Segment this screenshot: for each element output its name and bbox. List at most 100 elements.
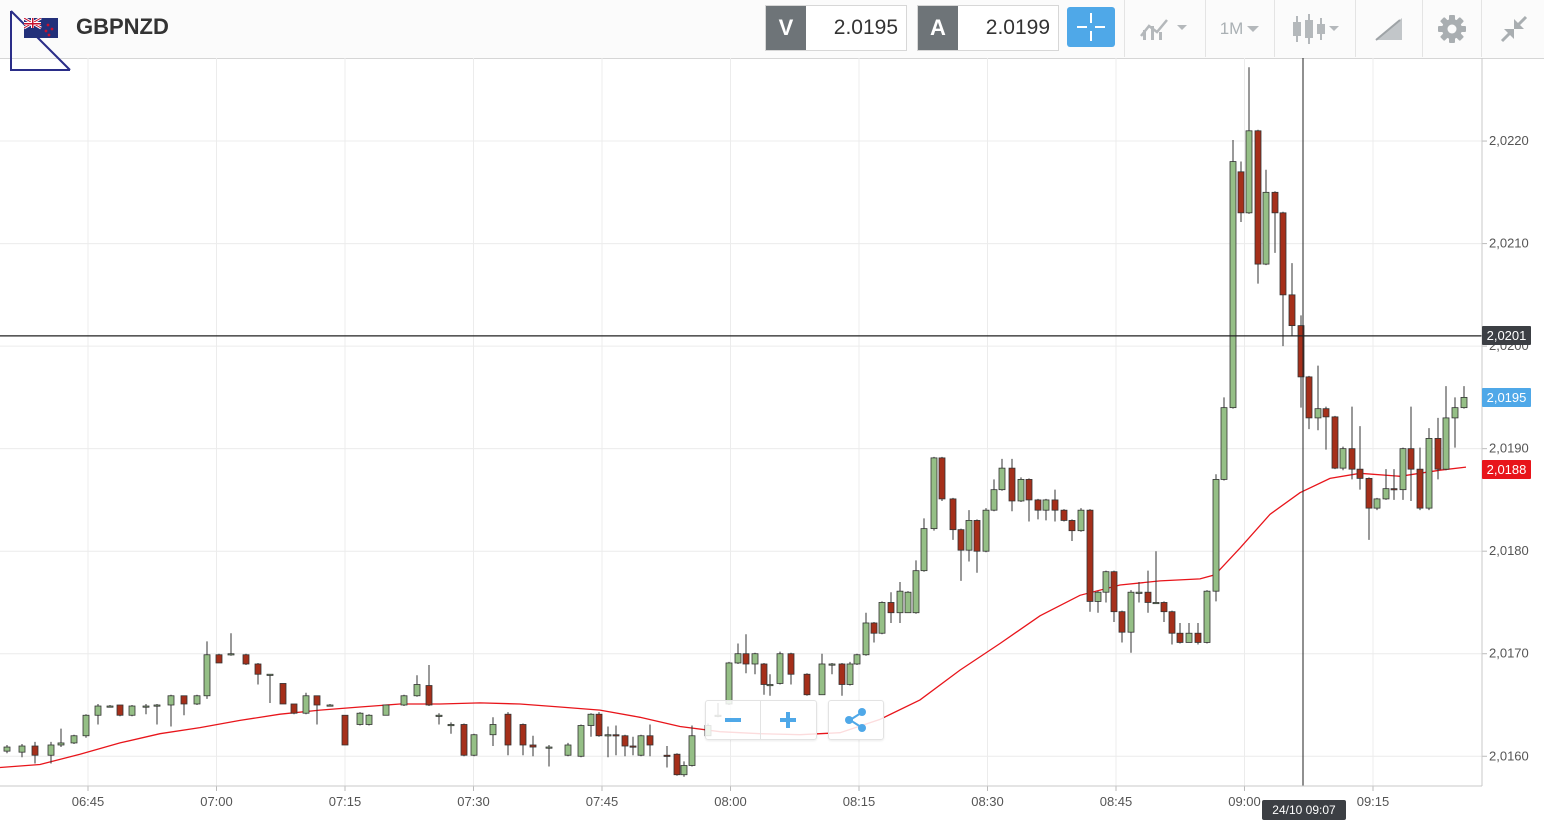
sell-quote-button[interactable]: V 2.0195 <box>765 5 907 51</box>
moving-average-price-tag: 2,0188 <box>1482 459 1531 479</box>
zoom-out-button[interactable] <box>706 701 761 739</box>
bullish-candle <box>326 703 334 707</box>
bearish-candle <box>504 712 512 756</box>
candle-body <box>1288 294 1296 327</box>
bullish-candle <box>413 675 421 697</box>
bullish-candle <box>680 761 688 777</box>
zoom-in-button[interactable] <box>761 701 815 739</box>
bearish-candle <box>887 592 895 623</box>
candle-body <box>734 653 742 664</box>
candle-body <box>1322 408 1330 418</box>
candle-body <box>846 663 854 685</box>
candlestick-chart[interactable]: 2,01602,01702,01802,01902,02002,02102,02… <box>0 58 1544 826</box>
collapse-button[interactable] <box>1481 0 1544 57</box>
candle-body <box>1442 417 1450 470</box>
candle-body <box>365 714 373 725</box>
share-button[interactable] <box>828 700 884 740</box>
candle-body <box>1160 602 1168 613</box>
bullish-candle <box>1460 386 1468 409</box>
bearish-candle <box>1160 601 1168 622</box>
bullish-candle <box>1203 590 1211 644</box>
bearish-candle <box>938 456 946 501</box>
instrument-symbol[interactable]: GBPNZD <box>76 14 169 39</box>
bearish-candle <box>1025 478 1033 522</box>
candle-body <box>1254 130 1262 265</box>
sell-label: V <box>766 6 806 50</box>
bearish-candle <box>290 703 298 715</box>
candle-style-button[interactable] <box>1274 0 1355 57</box>
y-tick-label: 2,0190 <box>1489 441 1529 456</box>
bullish-candle <box>266 673 274 703</box>
bullish-candle <box>766 674 774 696</box>
bearish-candle <box>663 746 671 768</box>
bullish-candle <box>142 703 150 715</box>
bullish-candle <box>167 694 175 727</box>
candle-body <box>153 704 161 707</box>
x-tick-label: 07:00 <box>200 794 233 809</box>
bearish-candle <box>242 653 250 666</box>
y-tick-label: 2,0220 <box>1489 133 1529 148</box>
candle-body <box>1356 468 1364 479</box>
bullish-candle <box>400 694 408 707</box>
bearish-candle <box>313 695 321 725</box>
bearish-candle <box>519 723 527 756</box>
candle-body <box>673 753 681 776</box>
crosshair-button[interactable] <box>1067 7 1115 47</box>
y-tick-label: 2,0210 <box>1489 236 1529 251</box>
bearish-candle <box>673 753 681 776</box>
bullish-candle <box>1094 591 1102 613</box>
instrument-menu-icon[interactable] <box>10 10 72 72</box>
candle-body <box>577 725 585 757</box>
candle-body <box>1068 520 1076 532</box>
candle-body <box>776 653 784 684</box>
plus-icon <box>780 712 796 728</box>
candle-body <box>435 714 443 717</box>
candle-body <box>742 653 750 665</box>
candle-body <box>1086 509 1094 602</box>
bearish-candle <box>1407 406 1415 501</box>
bullish-candle <box>1245 67 1253 214</box>
candle-body <box>1399 448 1407 491</box>
sell-price: 2.0195 <box>833 16 898 39</box>
candle-body <box>725 662 733 705</box>
candle-body <box>920 528 928 572</box>
candle-body <box>313 695 321 706</box>
gbp-nzd-flag-icon <box>24 18 58 38</box>
candle-body <box>751 653 759 665</box>
bullish-candle <box>57 728 65 748</box>
candle-body <box>400 695 408 706</box>
candle-body <box>128 705 136 716</box>
candle-body <box>1390 488 1398 491</box>
price-chart[interactable]: 2,0160 2,0170 2,0180 2,0190 2,0200 2,0210 2,02… <box>0 58 1544 826</box>
candle-body <box>1373 498 1381 509</box>
candle-body <box>990 489 998 511</box>
bearish-candle <box>949 497 957 540</box>
candle-body <box>94 705 102 716</box>
bullish-candle <box>920 518 928 572</box>
candle-body <box>106 705 114 708</box>
x-tick-label: 08:45 <box>1100 794 1133 809</box>
candle-body <box>1025 479 1033 501</box>
candle-body <box>1425 438 1433 509</box>
share-icon <box>845 708 866 732</box>
bullish-candle <box>688 725 696 767</box>
bearish-candle <box>1365 477 1373 540</box>
candle-body <box>1271 191 1279 214</box>
zoom-controls <box>705 700 817 740</box>
bullish-candle <box>930 456 938 531</box>
timeframe-selector[interactable]: 1M <box>1205 0 1274 57</box>
buy-label: A <box>918 6 958 50</box>
horizontal-line-price-tag: 2,0201 <box>1482 326 1531 346</box>
bullish-candle <box>1220 397 1228 481</box>
candle-body <box>637 735 645 756</box>
bearish-candle <box>760 662 768 695</box>
crosshair-icon <box>1077 13 1105 41</box>
drawing-tools-button[interactable] <box>1355 0 1422 57</box>
buy-quote-button[interactable]: A 2.0199 <box>917 5 1059 51</box>
chart-type-button[interactable] <box>1124 0 1205 57</box>
candle-body <box>356 712 364 725</box>
bearish-candle <box>180 695 188 716</box>
bullish-candle <box>853 653 861 666</box>
settings-button[interactable] <box>1422 0 1481 57</box>
candle-body <box>1017 479 1025 502</box>
